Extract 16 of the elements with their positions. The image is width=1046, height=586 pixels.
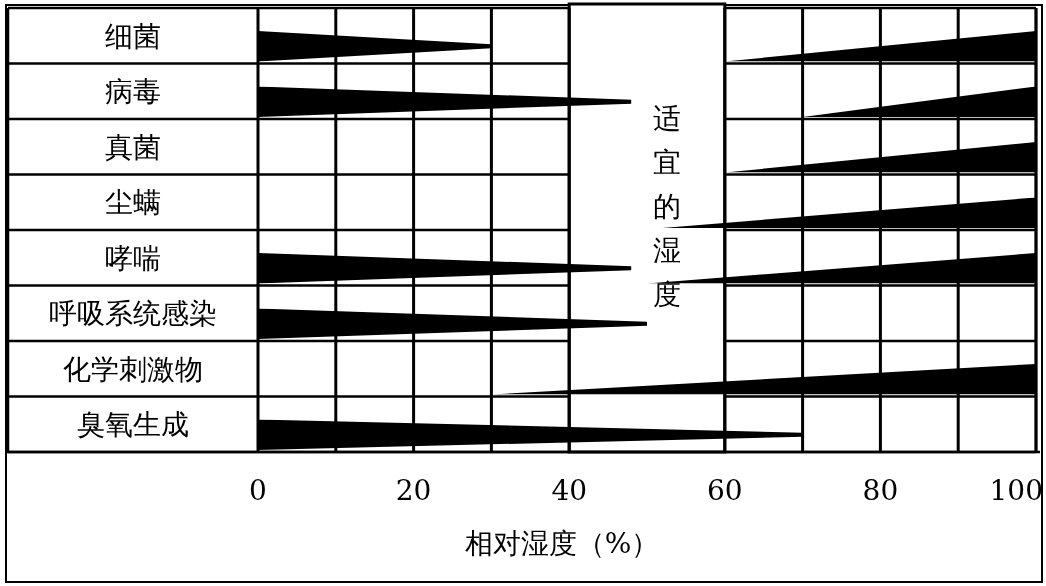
x-tick-label: 60 bbox=[706, 474, 743, 507]
x-tick-label: 100 bbox=[989, 474, 1043, 507]
x-tick-label: 40 bbox=[551, 474, 588, 507]
y-tick-label: 呼吸系统感染 bbox=[49, 297, 217, 331]
y-tick-label: 化学刺激物 bbox=[63, 352, 203, 386]
y-tick-label: 细菌 bbox=[105, 19, 161, 53]
x-tick-label: 80 bbox=[862, 474, 899, 507]
y-tick-label: 病毒 bbox=[105, 75, 161, 109]
x-tick-label: 0 bbox=[249, 474, 267, 507]
y-tick-label: 尘螨 bbox=[105, 186, 161, 220]
y-tick-label: 真菌 bbox=[105, 130, 161, 164]
y-tick-label: 哮喘 bbox=[105, 241, 161, 275]
x-tick-label: 20 bbox=[395, 474, 432, 507]
band-label: 适宜的湿度 bbox=[653, 102, 681, 311]
y-tick-label: 臭氧生成 bbox=[77, 408, 189, 442]
x-axis-title: 相对湿度（%） bbox=[464, 527, 660, 560]
